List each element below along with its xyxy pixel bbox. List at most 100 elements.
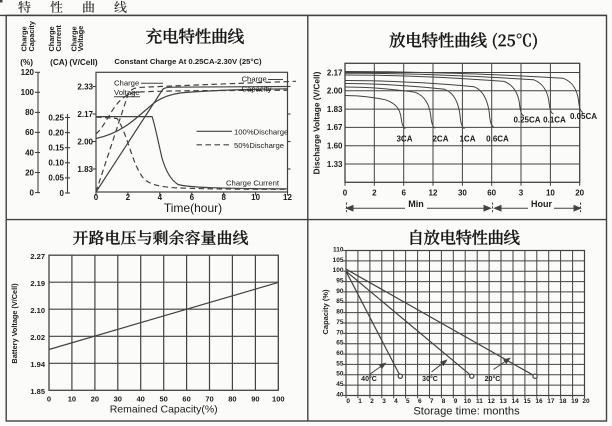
- svg-text:0.20: 0.20: [48, 128, 64, 137]
- svg-text:2: 2: [372, 188, 377, 197]
- svg-text:11: 11: [476, 398, 483, 405]
- svg-text:95: 95: [336, 278, 344, 285]
- svg-text:100: 100: [272, 394, 285, 403]
- svg-text:16: 16: [535, 398, 543, 405]
- svg-text:60: 60: [487, 188, 496, 197]
- svg-text:Charge: Charge: [47, 26, 56, 51]
- svg-text:7: 7: [430, 398, 434, 405]
- svg-text:8: 8: [221, 193, 226, 202]
- svg-text:0.25CA: 0.25CA: [513, 115, 540, 124]
- svg-text:80: 80: [336, 309, 344, 316]
- svg-text:1.85: 1.85: [30, 387, 45, 396]
- svg-text:75: 75: [336, 319, 344, 326]
- svg-text:1.33: 1.33: [327, 160, 343, 169]
- svg-text:18: 18: [559, 398, 567, 405]
- svg-text:60: 60: [25, 128, 34, 137]
- svg-text:30°C: 30°C: [422, 375, 438, 383]
- svg-text:85: 85: [336, 298, 344, 305]
- svg-text:Capacity: Capacity: [242, 84, 272, 93]
- svg-text:1.60: 1.60: [327, 142, 343, 151]
- svg-text:2.10: 2.10: [30, 306, 45, 315]
- svg-text:1.67: 1.67: [327, 123, 343, 132]
- svg-text:55: 55: [336, 360, 344, 367]
- svg-text:Voltage: Voltage: [114, 88, 140, 97]
- svg-text:80: 80: [228, 394, 236, 403]
- svg-text:0: 0: [30, 188, 35, 197]
- svg-text:0.05CA: 0.05CA: [570, 112, 597, 121]
- svg-text:Charge: Charge: [114, 79, 139, 88]
- svg-text:0: 0: [94, 193, 99, 202]
- svg-text:120: 120: [21, 68, 35, 77]
- svg-text:Min: Min: [408, 199, 424, 209]
- svg-text:1: 1: [358, 398, 362, 405]
- svg-text:45: 45: [336, 381, 344, 388]
- svg-text:10: 10: [251, 193, 260, 202]
- svg-text:Discharge Voltage (V/Cell): Discharge Voltage (V/Cell): [311, 71, 321, 174]
- svg-text:0.1CA: 0.1CA: [543, 115, 566, 124]
- svg-text:17: 17: [547, 398, 555, 405]
- svg-text:0: 0: [346, 398, 350, 405]
- svg-text:0: 0: [47, 394, 51, 403]
- svg-text:20: 20: [575, 188, 584, 197]
- svg-text:0.10: 0.10: [48, 159, 64, 168]
- svg-text:2.33: 2.33: [77, 82, 93, 91]
- svg-text:2.27: 2.27: [30, 252, 45, 261]
- svg-text:2: 2: [370, 398, 374, 405]
- svg-text:100: 100: [21, 88, 35, 97]
- svg-text:Charge: Charge: [242, 75, 267, 84]
- svg-text:3: 3: [519, 188, 524, 197]
- svg-text:6: 6: [190, 193, 195, 202]
- svg-text:20: 20: [25, 168, 34, 177]
- svg-text:Capacity (%): Capacity (%): [321, 289, 330, 335]
- svg-text:12: 12: [429, 188, 438, 197]
- svg-text:0.6CA: 0.6CA: [486, 135, 509, 144]
- svg-text:Voltage: Voltage: [76, 26, 85, 52]
- svg-text:2.17: 2.17: [77, 110, 93, 119]
- svg-text:0: 0: [343, 188, 348, 197]
- svg-text:3: 3: [382, 398, 386, 405]
- svg-text:65: 65: [336, 340, 344, 347]
- svg-text:Time(hour): Time(hour): [164, 201, 222, 215]
- svg-text:70: 70: [205, 394, 213, 403]
- svg-text:100%Discharge: 100%Discharge: [234, 127, 288, 136]
- svg-text:100: 100: [333, 267, 344, 274]
- svg-text:40: 40: [137, 394, 145, 403]
- svg-text:1.83: 1.83: [327, 105, 343, 114]
- svg-text:40: 40: [25, 148, 34, 157]
- svg-text:13: 13: [500, 398, 508, 405]
- svg-text:3CA: 3CA: [396, 135, 412, 144]
- svg-text:30: 30: [458, 188, 467, 197]
- svg-text:12: 12: [283, 193, 292, 202]
- svg-text:50: 50: [160, 394, 168, 403]
- svg-text:10: 10: [68, 394, 76, 403]
- svg-text:2CA: 2CA: [432, 135, 448, 144]
- svg-text:50%Discharge: 50%Discharge: [234, 141, 284, 150]
- svg-text:90: 90: [251, 394, 259, 403]
- svg-text:40: 40: [336, 391, 344, 398]
- svg-text:80: 80: [25, 108, 34, 117]
- svg-text:2.00: 2.00: [327, 87, 343, 96]
- svg-text:4: 4: [394, 398, 398, 405]
- svg-text:20: 20: [91, 394, 99, 403]
- svg-text:Hour: Hour: [531, 199, 552, 209]
- svg-text:2.17: 2.17: [327, 68, 343, 77]
- svg-text:(V/Cell): (V/Cell): [69, 58, 97, 67]
- svg-text:Charge: Charge: [20, 26, 29, 51]
- svg-text:50: 50: [336, 371, 344, 378]
- svg-text:12: 12: [488, 398, 496, 405]
- svg-text:10: 10: [546, 188, 555, 197]
- svg-text:90: 90: [336, 288, 344, 295]
- svg-text:0.05: 0.05: [48, 174, 64, 183]
- svg-text:Storage time: months: Storage time: months: [413, 406, 520, 418]
- svg-text:105: 105: [333, 257, 344, 264]
- svg-text:6: 6: [418, 398, 422, 405]
- svg-text:14: 14: [512, 398, 520, 405]
- svg-text:1CA: 1CA: [459, 135, 475, 144]
- svg-text:110: 110: [333, 246, 344, 253]
- svg-text:60: 60: [182, 394, 190, 403]
- svg-text:1.83: 1.83: [77, 165, 93, 174]
- svg-text:1.94: 1.94: [30, 360, 45, 369]
- svg-text:(CA): (CA): [50, 58, 68, 67]
- svg-text:70: 70: [336, 329, 344, 336]
- svg-text:Current: Current: [54, 25, 63, 52]
